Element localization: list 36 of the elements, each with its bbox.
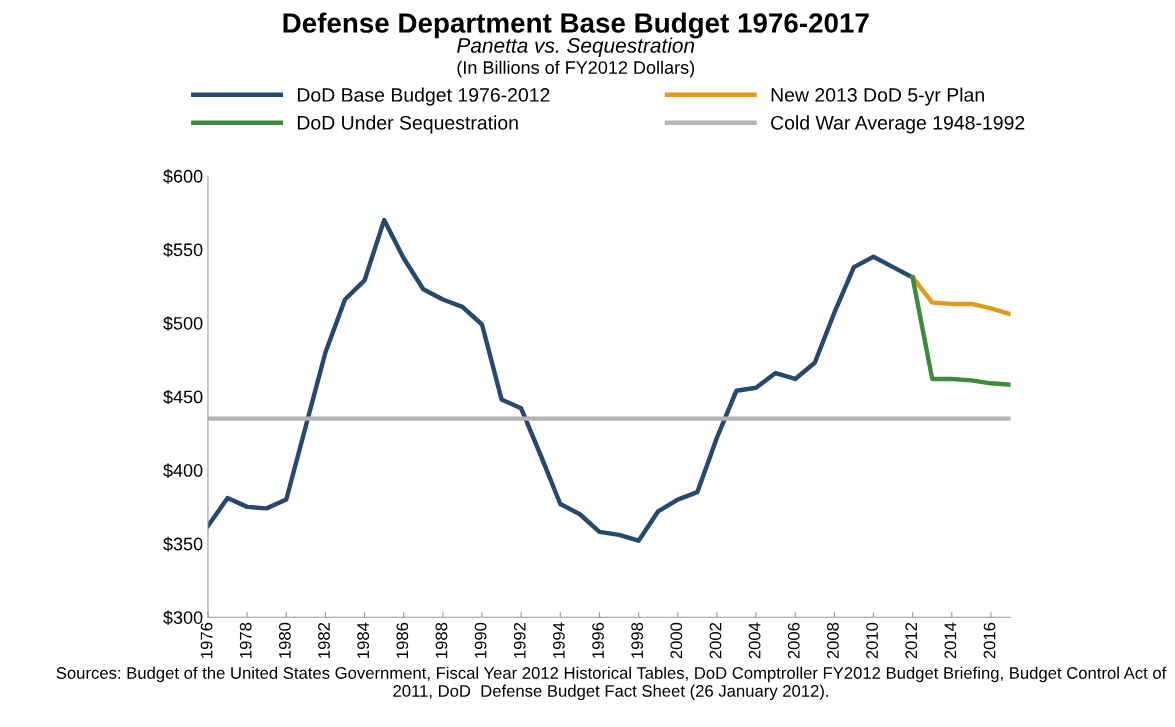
legend-label: DoD Under Sequestration (297, 115, 518, 134)
source-note: Sources: Budget of the United States Government, Fiscal Year 2012 Historical Tables, DoD Comptroller FY2012 Budget Briefing, Budget Control Act of 2011, DoD Defense Budget Fact Sheet (26 January 2012). (56, 666, 1167, 701)
line-series (910, 275, 1011, 388)
chart-title: Defense Department Base Budget 1976-2017 (283, 12, 869, 39)
y-tick-label: $450 (163, 389, 203, 405)
x-tick-label: 1998 (631, 622, 644, 658)
y-tick-label: $400 (163, 463, 203, 478)
x-tick-label: 1986 (396, 622, 409, 658)
legend-label: Cold War Average 1948-1992 (771, 115, 1025, 134)
y-tick-label: $350 (163, 536, 203, 552)
legend-label: New 2013 DoD 5-yr Plan (771, 87, 984, 106)
x-tick-label: 1978 (239, 622, 252, 658)
x-tick-label: 2000 (670, 622, 683, 659)
x-tick-label: 1988 (435, 622, 448, 658)
x-tick-label: 2010 (866, 622, 878, 659)
text: (In Billions of FY2012 Dollars) (457, 60, 695, 78)
x-tick-label: 1996 (592, 622, 604, 658)
legend-label: DoD Base Budget 1976-2012 (297, 87, 550, 106)
y-tick-label: $600 (163, 169, 203, 184)
x-tick-label: 2016 (983, 622, 996, 659)
x-tick-label: 2012 (905, 622, 918, 659)
x-tick-label: 1980 (278, 622, 291, 658)
x-tick-label: 1982 (318, 622, 330, 658)
x-tick-label: 1994 (552, 622, 565, 658)
x-tick-label: 2008 (827, 622, 839, 659)
x-tick-label: 2006 (787, 622, 800, 659)
x-tick-label: 1992 (513, 622, 526, 658)
chart-subtitle: Panetta vs. Sequestration (457, 37, 695, 57)
x-tick-label: 1984 (357, 622, 370, 658)
x-tick-label: 2014 (944, 622, 957, 659)
line-series (207, 217, 915, 543)
y-tick-label: $500 (163, 316, 203, 331)
x-tick-label: 1990 (474, 622, 487, 658)
x-tick-label: 2002 (709, 622, 722, 659)
x-tick-label: 2004 (748, 622, 761, 659)
y-tick-label: $550 (163, 242, 203, 258)
